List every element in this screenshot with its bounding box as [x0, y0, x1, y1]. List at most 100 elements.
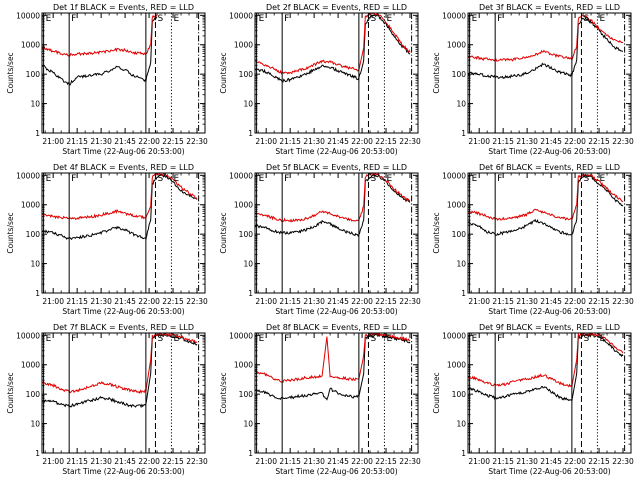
y-tick-label: 100 [239, 390, 254, 399]
time-marker-label: E [472, 14, 478, 24]
panel-title: Det 2f BLACK = Events, RED = LLD [266, 3, 407, 12]
y-tick-label: 1 [248, 129, 253, 138]
x-axis-label: Start Time (22-Aug-06 20:53:00) [275, 307, 397, 316]
x-tick-label: 21:45 [540, 297, 562, 306]
time-marker-label: S [370, 174, 376, 184]
x-tick-label: 22:30 [186, 297, 208, 306]
y-tick-label: 10000 [229, 331, 253, 340]
y-tick-label: 100 [239, 70, 254, 79]
x-axis-label: Start Time (22-Aug-06 20:53:00) [62, 467, 184, 476]
axes-frame [467, 172, 632, 294]
time-marker-label: E [173, 14, 179, 24]
x-tick-label: 21:30 [516, 297, 538, 306]
x-tick-label: 21:00 [255, 297, 277, 306]
x-tick-label: 22:15 [162, 137, 184, 146]
x-tick-label: 22:30 [399, 297, 421, 306]
time-marker-label: E [386, 334, 392, 344]
y-tick-label: 100 [239, 230, 254, 239]
time-marker-label: E [173, 334, 179, 344]
y-tick-label: 1000 [447, 201, 466, 210]
y-tick-label: 10000 [442, 11, 466, 20]
y-tick-label: 10 [456, 100, 466, 109]
y-tick-label: 1 [461, 129, 466, 138]
panel-title: Det 6f BLACK = Events, RED = LLD [479, 163, 620, 172]
panel-title: Det 1f BLACK = Events, RED = LLD [53, 3, 194, 12]
time-marker-label: F [71, 174, 76, 184]
y-tick-label: 10000 [442, 171, 466, 180]
lld-series-line [255, 333, 411, 383]
x-tick-label: 21:00 [468, 297, 490, 306]
x-axis-label: Start Time (22-Aug-06 20:53:00) [275, 147, 397, 156]
detector-panel: Det 6f BLACK = Events, RED = LLD E F S E 1 10 1… [426, 160, 639, 320]
axes-frame [467, 332, 632, 454]
y-tick-label: 100 [26, 70, 41, 79]
time-marker-label: E [259, 334, 265, 344]
detector-panel: Det 5f BLACK = Events, RED = LLD E F S E 1 10 1… [213, 160, 426, 320]
x-tick-label: 22:15 [375, 297, 397, 306]
time-marker-label: F [497, 14, 502, 24]
y-tick-label: 100 [452, 390, 467, 399]
x-tick-label: 21:00 [255, 457, 277, 466]
x-tick-label: 21:30 [516, 137, 538, 146]
y-tick-label: 100 [26, 390, 41, 399]
x-tick-label: 22:00 [564, 297, 586, 306]
x-tick-label: 21:15 [492, 297, 514, 306]
y-tick-label: 1000 [234, 41, 253, 50]
x-tick-label: 22:15 [375, 457, 397, 466]
detector-panel: Det 1f BLACK = Events, RED = LLD E F S E 1 10 1… [0, 0, 213, 160]
y-tick-label: 1000 [21, 201, 40, 210]
x-axis-label: Start Time (22-Aug-06 20:53:00) [275, 467, 397, 476]
x-tick-label: 22:00 [138, 297, 160, 306]
y-axis-label: Counts/sec [6, 212, 15, 253]
axes-frame [254, 332, 419, 454]
x-tick-label: 21:15 [66, 457, 88, 466]
plot-area [42, 333, 198, 409]
x-tick-label: 21:30 [303, 137, 325, 146]
axes-frame [254, 172, 419, 294]
x-tick-label: 22:00 [564, 137, 586, 146]
plot-area [468, 14, 624, 80]
x-tick-label: 21:30 [90, 297, 112, 306]
x-tick-label: 21:30 [90, 137, 112, 146]
x-tick-label: 22:30 [399, 137, 421, 146]
plot-area [468, 333, 624, 402]
time-marker-label: E [472, 174, 478, 184]
axes-frame [467, 12, 632, 134]
x-tick-label: 22:00 [351, 457, 373, 466]
y-tick-label: 1 [461, 449, 466, 458]
x-axis-label: Start Time (22-Aug-06 20:53:00) [62, 147, 184, 156]
time-marker-label: E [46, 174, 52, 184]
axes-frame [254, 12, 419, 134]
panel-title: Det 8f BLACK = Events, RED = LLD [266, 323, 407, 332]
time-marker-label: E [173, 174, 179, 184]
time-marker-label: F [284, 174, 289, 184]
detector-panel: Det 2f BLACK = Events, RED = LLD E F S E 1 10 1… [213, 0, 426, 160]
time-marker-label: S [583, 174, 589, 184]
lld-series-line [42, 173, 198, 220]
y-tick-label: 1 [461, 289, 466, 298]
y-tick-label: 10 [456, 260, 466, 269]
x-tick-label: 21:15 [279, 137, 301, 146]
events-series-line [468, 174, 624, 236]
y-tick-label: 1000 [234, 361, 253, 370]
y-axis-label: Counts/sec [432, 52, 441, 93]
x-tick-label: 21:30 [303, 297, 325, 306]
x-tick-label: 21:15 [66, 137, 88, 146]
time-marker-label: F [497, 334, 502, 344]
x-tick-label: 21:45 [114, 457, 136, 466]
x-tick-label: 22:00 [138, 137, 160, 146]
x-tick-label: 21:45 [327, 297, 349, 306]
x-axis-label: Start Time (22-Aug-06 20:53:00) [488, 467, 610, 476]
time-marker-label: E [46, 334, 52, 344]
x-axis-label: Start Time (22-Aug-06 20:53:00) [62, 307, 184, 316]
y-tick-label: 10 [243, 420, 253, 429]
y-axis-label: Counts/sec [219, 212, 228, 253]
y-axis-label: Counts/sec [432, 372, 441, 413]
y-tick-label: 1000 [21, 361, 40, 370]
x-tick-label: 21:45 [327, 457, 349, 466]
detector-panel: Det 8f BLACK = Events, RED = LLD E F S E 1 10 1… [213, 320, 426, 480]
detector-panel: Det 4f BLACK = Events, RED = LLD E F S E 1 10 1… [0, 160, 213, 320]
